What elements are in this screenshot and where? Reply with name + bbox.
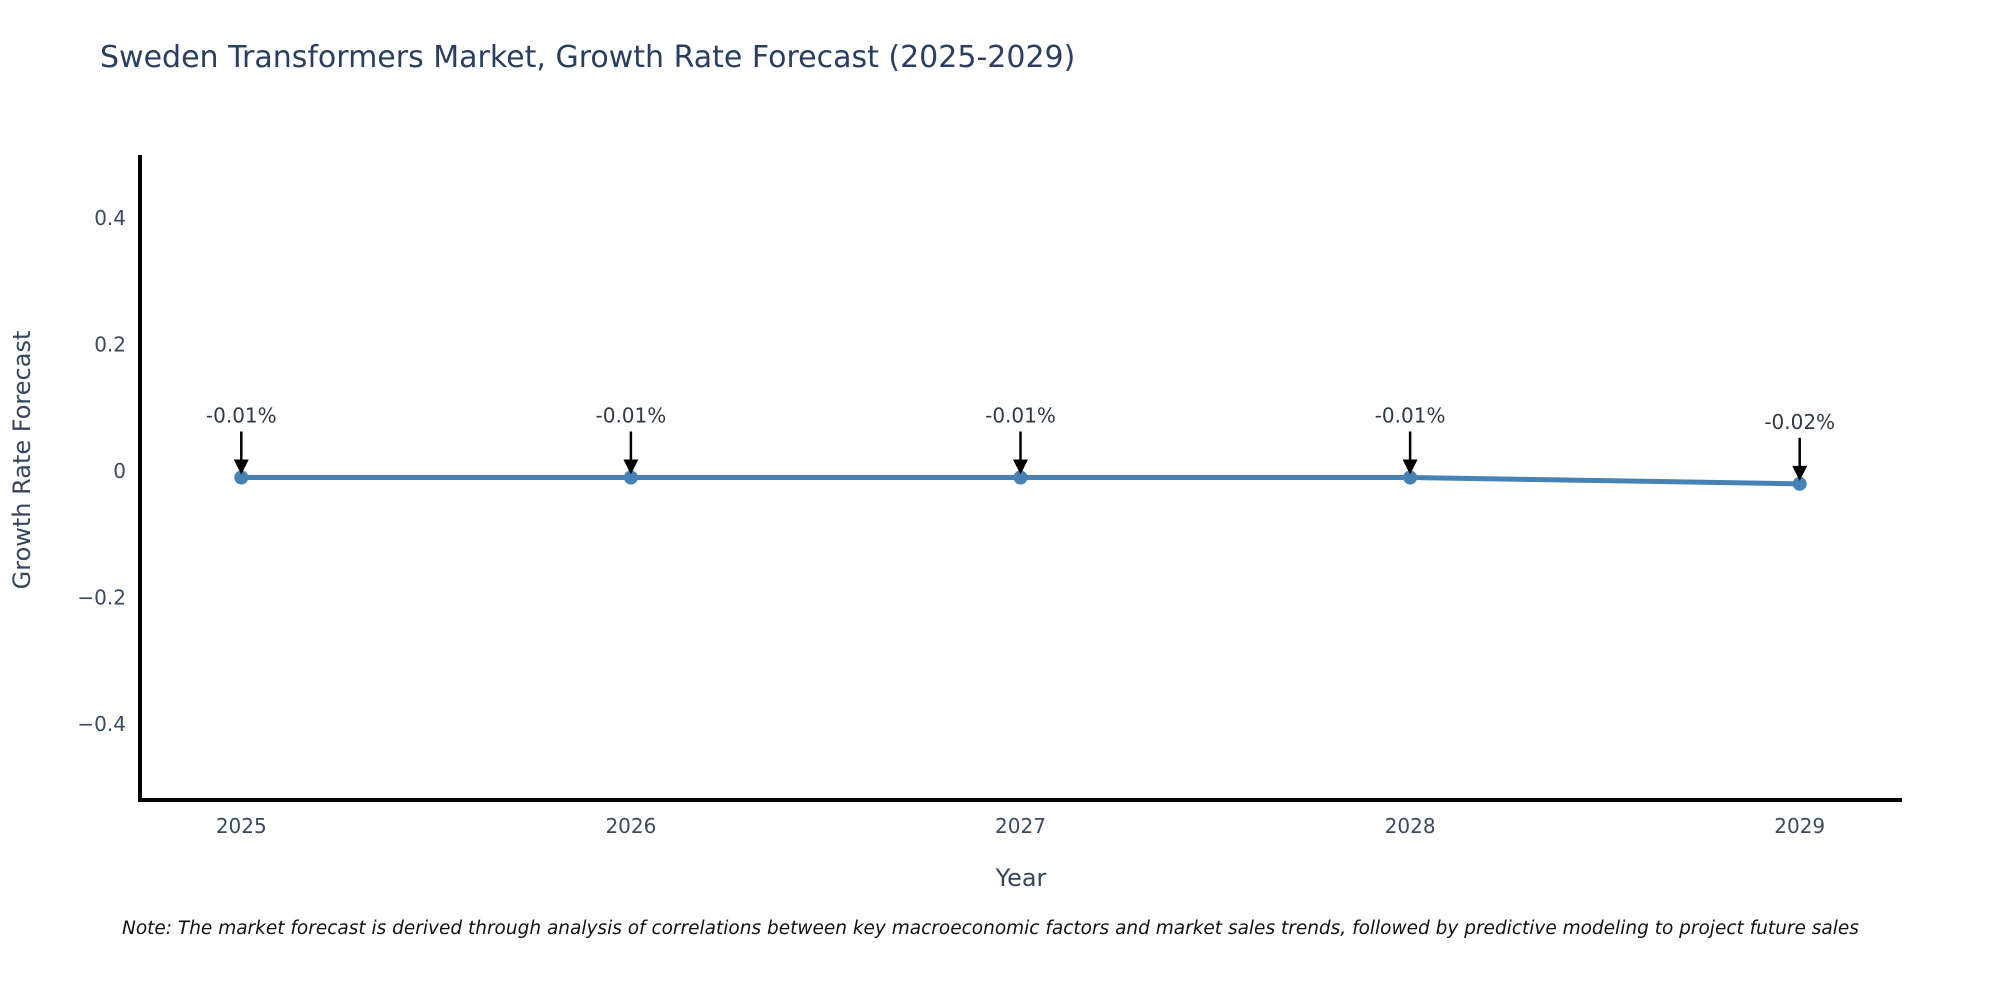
x-tick-label: 2025	[216, 814, 267, 838]
annotation-arrowhead-icon	[1792, 465, 1808, 481]
y-axis-title: Growth Rate Forecast	[8, 331, 36, 590]
annotation-arrowhead-icon	[1013, 459, 1028, 475]
data-point[interactable]	[623, 470, 638, 485]
chart-title: Sweden Transformers Market, Growth Rate …	[100, 40, 1075, 75]
data-point[interactable]	[234, 470, 249, 485]
annotation-arrowhead-icon	[1402, 459, 1418, 475]
x-tick-labels: 2025 2026 2027 2028 2029	[216, 814, 1825, 838]
x-axis-title: Year	[995, 864, 1047, 892]
data-point[interactable]	[1403, 470, 1418, 485]
point-label: -0.01%	[596, 404, 667, 428]
point-annotations: -0.01% -0.01% -0.01% -0.01% -0.02%	[206, 404, 1835, 481]
y-tick-label: 0	[113, 459, 126, 483]
point-label: -0.01%	[206, 404, 277, 428]
data-point[interactable]	[1013, 470, 1028, 485]
point-label: -0.01%	[985, 404, 1056, 428]
y-tick-label: 0.4	[94, 206, 126, 230]
x-tick-label: 2029	[1774, 814, 1825, 838]
data-point[interactable]	[1792, 476, 1807, 491]
point-label: -0.01%	[1375, 404, 1446, 428]
y-tick-label: −0.4	[77, 712, 126, 736]
x-tick-label: 2027	[995, 814, 1046, 838]
data-series	[234, 470, 1807, 491]
y-tick-label: −0.2	[77, 586, 126, 610]
y-tick-labels: 0.4 0.2 0 −0.2 −0.4	[77, 206, 126, 736]
point-label: -0.02%	[1764, 410, 1835, 434]
annotation-arrowhead-icon	[233, 459, 249, 475]
x-tick-label: 2026	[605, 814, 656, 838]
y-tick-label: 0.2	[94, 333, 126, 357]
footnote-container: Note: The market forecast is derived thr…	[122, 918, 2000, 958]
annotation-arrowhead-icon	[623, 459, 639, 475]
footnote-text: Note: The market forecast is derived thr…	[122, 918, 1859, 939]
x-tick-label: 2028	[1385, 814, 1436, 838]
